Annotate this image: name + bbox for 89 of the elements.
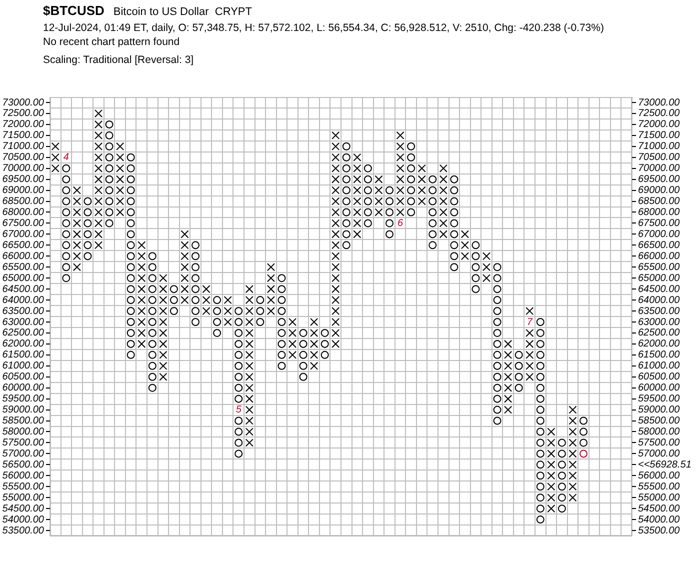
- y-tick-label: 61500.00: [2, 350, 44, 361]
- y2-tick-label: 66500.00: [638, 240, 680, 251]
- y2-tick-label: 60500.00: [638, 372, 680, 383]
- y2-tick-label: 66000.00: [638, 250, 680, 262]
- y2-tick-label: 64500.00: [638, 284, 680, 295]
- y2-tick-label: 69000.00: [638, 185, 680, 196]
- y2-tick-label: 72000.00: [638, 119, 680, 130]
- y-tick-label: 64500.00: [2, 284, 44, 295]
- y2-tick-label: 68000.00: [638, 207, 680, 218]
- y-tick-label: 72500.00: [2, 108, 44, 120]
- y-tick-label: 64000.00: [2, 294, 44, 306]
- y-tick-label: 68500.00: [2, 196, 44, 208]
- y-tick-label: 62500.00: [2, 328, 44, 339]
- y2-tick-label: 61500.00: [638, 350, 680, 361]
- series-label: 6: [397, 218, 404, 229]
- y-tick-label: 70500.00: [2, 152, 44, 164]
- y-tick-label: 67000.00: [2, 228, 44, 240]
- y2-tick-label: 65500.00: [638, 262, 680, 273]
- y2-tick-label: 62000.00: [638, 338, 680, 350]
- y-tick-label: 55000.00: [2, 492, 44, 504]
- y-tick-label: 71000.00: [2, 141, 44, 152]
- y2-tick-label: 69500.00: [638, 174, 680, 186]
- y-tick-label: 57500.00: [2, 437, 44, 448]
- y2-tick-label: 71500.00: [638, 130, 680, 142]
- y2-tick-label: 67000.00: [638, 228, 680, 240]
- y2-tick-label: 70500.00: [638, 152, 680, 164]
- y2-tick-label: 53500.00: [638, 525, 680, 536]
- y2-tick-label: 63000.00: [638, 316, 680, 328]
- y-tick-label: 62000.00: [2, 338, 44, 350]
- y2-tick-label: 61000.00: [638, 360, 680, 372]
- y2-tick-label: 62500.00: [638, 328, 680, 339]
- y2-tick-label: 59000.00: [638, 404, 680, 416]
- y-tick-label: 68000.00: [2, 207, 44, 218]
- y-tick-label: 69500.00: [2, 174, 44, 186]
- y-tick-label: 56000.00: [2, 470, 44, 482]
- y-tick-label: 60500.00: [2, 372, 44, 383]
- text: No recent chart pattern found: [43, 35, 181, 49]
- y2-tick-label: 73000.00: [638, 97, 680, 108]
- y-tick-label: 65000.00: [2, 272, 44, 284]
- y-tick-label: 59000.00: [2, 404, 44, 416]
- y2-tick-label: 68500.00: [638, 196, 680, 208]
- y2-tick-label: 72500.00: [638, 108, 680, 120]
- y-tick-label: 72000.00: [2, 119, 44, 130]
- text: 12-Jul-2024, 01:49 ET, daily, O: 57,348.75, H: 57,572.102, L: 56,554.34, C: 56,928.512, V: 2510, Chg: -420.238 (-0.73%): [43, 21, 604, 35]
- y2-tick-label: 70000.00: [638, 163, 680, 174]
- y-tick-label: 59500.00: [2, 394, 44, 405]
- y2-tick-label: 60000.00: [638, 382, 680, 394]
- y2-tick-label: 57000.00: [638, 448, 680, 460]
- y-tick-label: 63500.00: [2, 306, 44, 317]
- y2-tick-label: 71000.00: [638, 141, 680, 152]
- y-tick-label: 56500.00: [2, 459, 44, 470]
- y-tick-label: 70000.00: [2, 163, 44, 174]
- y-tick-label: 69000.00: [2, 185, 44, 196]
- y-tick-label: 66000.00: [2, 250, 44, 262]
- y-tick-label: 66500.00: [2, 240, 44, 251]
- y-tick-label: 60000.00: [2, 382, 44, 394]
- y-tick-label: 54500.00: [2, 503, 44, 514]
- y-tick-label: 73000.00: [2, 97, 44, 108]
- y-tick-label: 71500.00: [2, 130, 44, 142]
- y-tick-label: 63000.00: [2, 316, 44, 328]
- y-tick-label: 58500.00: [2, 416, 44, 427]
- y-tick-label: 61000.00: [2, 360, 44, 372]
- y2-tick-label: 54500.00: [638, 503, 680, 514]
- y-tick-label: 65500.00: [2, 262, 44, 273]
- series-label: 5: [236, 404, 242, 416]
- y-tick-label: 55500.00: [2, 481, 44, 492]
- y-tick-label: 54000.00: [2, 514, 44, 526]
- y2-tick-label: 64000.00: [638, 294, 680, 306]
- y2-tick-label: 54000.00: [638, 514, 680, 526]
- series-label: 7: [526, 316, 533, 328]
- y2-tick-label: <<56928.51: [638, 459, 692, 470]
- series-label: 4: [63, 152, 70, 164]
- y2-tick-label: 56000.00: [638, 470, 680, 482]
- y-tick-label: 53500.00: [2, 525, 44, 536]
- chart-title: $BTCUSD: [43, 3, 104, 18]
- y2-tick-label: 67500.00: [638, 218, 680, 229]
- y-tick-label: 67500.00: [2, 218, 44, 229]
- y2-tick-label: 59500.00: [638, 394, 680, 405]
- y2-tick-label: 55000.00: [638, 492, 680, 504]
- y-tick-label: 58000.00: [2, 426, 44, 438]
- y2-tick-label: 58500.00: [638, 416, 680, 427]
- chart-subtitle: Bitcoin to US Dollar CRYPT: [113, 6, 252, 18]
- y2-tick-label: 55500.00: [638, 481, 680, 492]
- y2-tick-label: 57500.00: [638, 437, 680, 448]
- text: Scaling: Traditional [Reversal: 3]: [43, 53, 195, 67]
- y2-tick-label: 63500.00: [638, 306, 680, 317]
- y2-tick-label: 58000.00: [638, 426, 680, 438]
- y2-tick-label: 65000.00: [638, 272, 680, 284]
- y-tick-label: 57000.00: [2, 448, 44, 460]
